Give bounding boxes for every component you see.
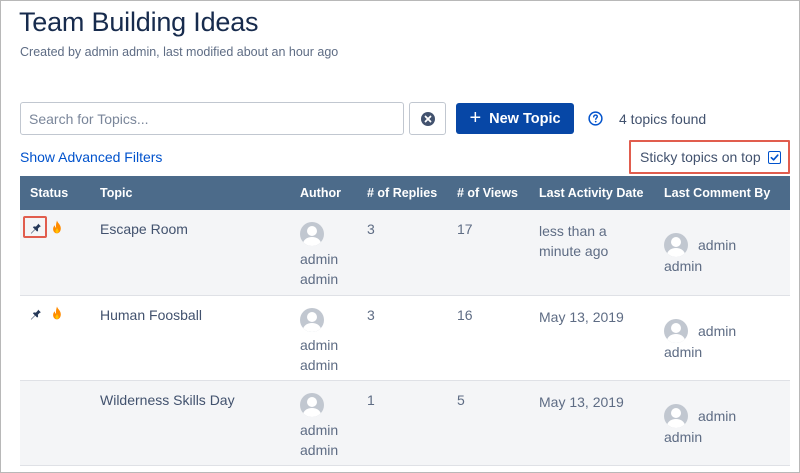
last-comment-cell: admin admin	[664, 295, 790, 381]
avatar[interactable]	[300, 307, 324, 332]
avatar[interactable]	[664, 318, 688, 343]
last-comment-last-name[interactable]: admin	[664, 428, 703, 445]
topics-found-count: 4 topics found	[619, 111, 707, 127]
last-activity-date: less than a minute ago	[539, 223, 609, 259]
column-header-topic[interactable]: Topic	[90, 176, 300, 210]
topic-link[interactable]: Human Foosball	[100, 306, 202, 323]
pin-icon[interactable]	[29, 307, 42, 320]
fire-icon	[53, 220, 61, 234]
activity-cell: less than a minute ago	[539, 210, 664, 296]
last-comment-last-name[interactable]: admin	[664, 258, 703, 274]
topics-table: Status Topic Author # of Replies # of Vi…	[20, 176, 790, 466]
last-comment-last-name[interactable]: admin	[664, 343, 703, 360]
plus-icon: +	[469, 106, 482, 129]
replies-cell: 3	[367, 210, 457, 296]
table-row: Escape Room admin admin 3 17 less than a…	[20, 210, 790, 296]
author-cell: admin admin	[300, 380, 367, 466]
sticky-topics-checkbox[interactable]	[768, 151, 781, 164]
checkmark-icon	[770, 154, 779, 161]
column-header-last-activity[interactable]: Last Activity Date	[539, 176, 664, 210]
last-comment-cell: admin admin	[664, 380, 790, 466]
fire-icon	[53, 306, 61, 319]
author-first-name[interactable]: admin	[300, 251, 339, 267]
help-icon[interactable]	[588, 111, 603, 126]
column-header-last-comment-by[interactable]: Last Comment By	[664, 176, 790, 210]
column-header-replies[interactable]: # of Replies	[367, 176, 457, 210]
table-row: Wilderness Skills Day admin admin 1 5 Ma…	[20, 380, 790, 466]
avatar[interactable]	[300, 222, 324, 246]
clear-search-button[interactable]	[409, 102, 446, 135]
avatar[interactable]	[664, 403, 688, 428]
last-comment-first-name[interactable]: admin	[698, 237, 737, 253]
column-header-author[interactable]: Author	[300, 176, 367, 210]
last-comment-cell: admin admin	[664, 210, 790, 296]
status-cell	[20, 295, 90, 381]
topic-link[interactable]: Wilderness Skills Day	[100, 391, 235, 408]
table-row: Human Foosball admin admin 3 16 May 13, …	[20, 295, 790, 381]
sticky-topics-label: Sticky topics on top	[640, 149, 761, 165]
status-cell	[20, 210, 90, 296]
sticky-topics-toggle: Sticky topics on top	[629, 140, 790, 174]
status-cell	[20, 380, 90, 466]
author-last-name[interactable]: admin	[300, 441, 339, 458]
author-last-name[interactable]: admin	[300, 271, 339, 287]
close-circle-icon	[420, 111, 435, 126]
author-cell: admin admin	[300, 210, 367, 296]
topic-cell: Human Foosball	[90, 295, 300, 381]
avatar[interactable]	[300, 392, 324, 417]
replies-cell: 3	[367, 295, 457, 381]
search-input[interactable]	[20, 102, 404, 135]
column-header-status[interactable]: Status	[20, 176, 90, 210]
pin-icon[interactable]	[29, 221, 42, 234]
last-comment-first-name[interactable]: admin	[698, 322, 737, 339]
new-topic-label: New Topic	[489, 110, 561, 127]
show-advanced-filters-link[interactable]: Show Advanced Filters	[20, 149, 163, 165]
author-first-name[interactable]: admin	[300, 336, 339, 353]
last-activity-date: May 13, 2019	[539, 393, 624, 410]
views-cell: 17	[457, 210, 539, 296]
topic-cell: Wilderness Skills Day	[90, 380, 300, 466]
topic-cell: Escape Room	[90, 210, 300, 296]
table-header-row: Status Topic Author # of Replies # of Vi…	[20, 176, 790, 210]
topic-link[interactable]: Escape Room	[100, 221, 188, 237]
page-title: Team Building Ideas	[19, 7, 259, 37]
pin-highlight	[23, 216, 47, 238]
author-first-name[interactable]: admin	[300, 421, 339, 438]
author-cell: admin admin	[300, 295, 367, 381]
last-comment-first-name[interactable]: admin	[698, 407, 737, 424]
column-header-views[interactable]: # of Views	[457, 176, 539, 210]
activity-cell: May 13, 2019	[539, 380, 664, 466]
page-byline: Created by admin admin, last modified ab…	[20, 45, 339, 59]
replies-cell: 1	[367, 380, 457, 466]
activity-cell: May 13, 2019	[539, 295, 664, 381]
author-last-name[interactable]: admin	[300, 356, 339, 373]
last-activity-date: May 13, 2019	[539, 308, 624, 325]
new-topic-button[interactable]: + New Topic	[456, 103, 574, 134]
avatar[interactable]	[664, 233, 688, 257]
views-cell: 5	[457, 380, 539, 466]
views-cell: 16	[457, 295, 539, 381]
